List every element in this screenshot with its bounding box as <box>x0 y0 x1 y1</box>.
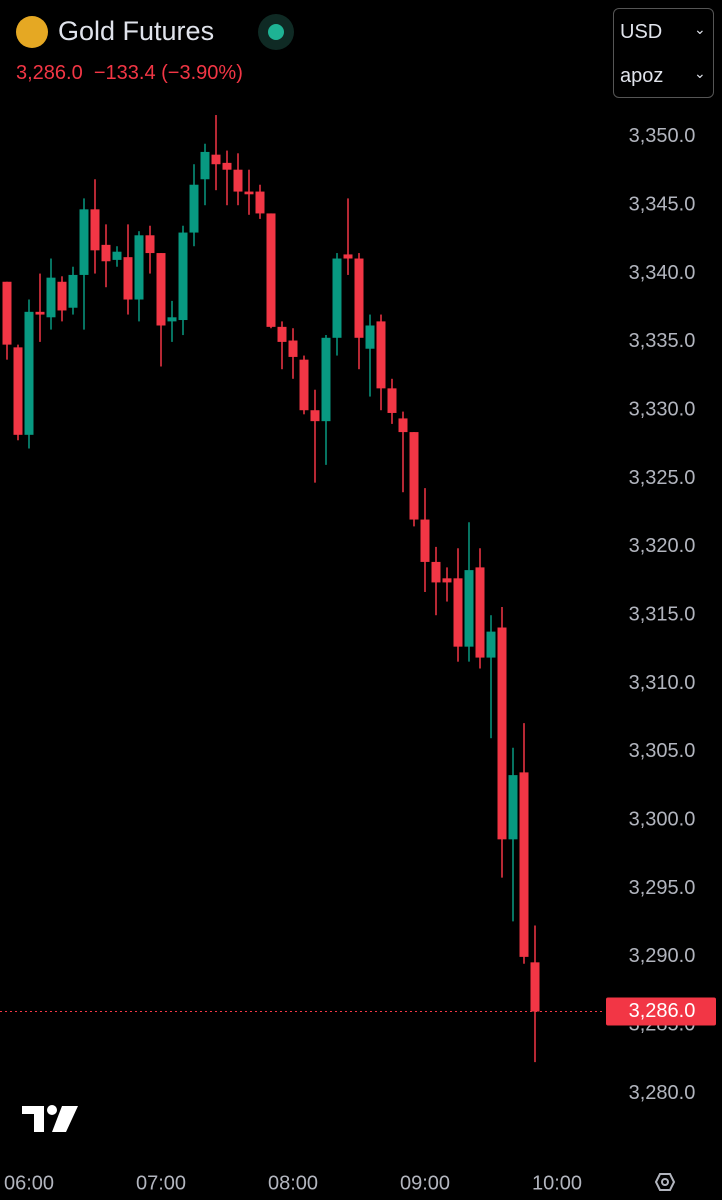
candle-body <box>420 519 430 562</box>
candle-body <box>90 209 100 251</box>
x-tick-label: 06:00 <box>4 1172 54 1194</box>
y-tick-label: 3,345.0 <box>629 194 696 216</box>
candle-body <box>453 578 463 647</box>
gold-logo <box>16 16 48 48</box>
candle-body <box>266 213 276 327</box>
chevron: ⌄ <box>694 21 706 37</box>
y-tick-label: 3,325.0 <box>629 467 696 489</box>
candle-body <box>530 962 540 1012</box>
exchange-select[interactable]: apoz <box>620 65 664 87</box>
candle-body <box>167 317 177 322</box>
price: 3,286.0 <box>16 62 83 84</box>
candle-body <box>244 191 254 195</box>
change: −133.4 (−3.90%) <box>93 62 243 84</box>
candle-body <box>178 232 188 321</box>
y-tick-label: 3,350.0 <box>629 125 696 147</box>
candle-body <box>2 281 12 345</box>
candle-body <box>332 258 342 338</box>
candle-body <box>365 325 375 349</box>
symbol-title: Gold Futures <box>58 16 215 46</box>
y-tick-label: 3,280.0 <box>629 1082 696 1104</box>
y-tick-label: 3,315.0 <box>629 603 696 625</box>
y-tick-label: 3,330.0 <box>629 399 696 421</box>
candle-body <box>464 570 474 647</box>
x-tick-label: 07:00 <box>136 1172 186 1194</box>
last-price-box <box>606 997 716 1026</box>
y-tick-label: 3,335.0 <box>629 330 696 352</box>
y-tick-label: 3,305.0 <box>629 740 696 762</box>
candle-body <box>299 359 309 411</box>
y-tick-label: 3,290.0 <box>629 945 696 967</box>
candle-body <box>101 244 111 262</box>
candle-body <box>211 154 221 165</box>
y-tick-label: 3,320.0 <box>629 535 696 557</box>
selector-box: USD ⌄ apoz ⌄ <box>613 8 714 98</box>
candle-body <box>24 311 34 435</box>
x-tick-label: 09:00 <box>400 1172 450 1194</box>
market-status <box>268 24 284 40</box>
settings-icon[interactable] <box>654 1173 676 1191</box>
y-tick-label: 3,295.0 <box>629 877 696 899</box>
candle-body <box>233 169 243 192</box>
tv-logo <box>22 1105 78 1132</box>
y-tick-label: 3,340.0 <box>629 262 696 284</box>
x-tick-label: 08:00 <box>268 1172 318 1194</box>
candle-body <box>200 151 210 180</box>
candle-body <box>519 772 529 957</box>
candle-body <box>321 337 331 422</box>
price-header: 3,286.0 −133.4 (−3.90%) <box>16 62 243 85</box>
currency-select[interactable]: USD <box>620 21 663 43</box>
candle-body <box>387 388 397 413</box>
candle-body <box>189 184 199 233</box>
y-tick-label: 3,310.0 <box>629 672 696 694</box>
candle-body <box>68 274 78 308</box>
candle-body <box>409 432 419 520</box>
candle-body <box>277 326 287 342</box>
candle-body <box>46 277 56 318</box>
candle-body <box>508 775 518 840</box>
candle-body <box>145 235 155 254</box>
candle-body <box>343 254 353 259</box>
candle-body <box>398 418 408 433</box>
candle-body <box>57 281 67 311</box>
candle-body <box>156 253 166 326</box>
chevron: ⌄ <box>694 65 706 81</box>
candle-body <box>310 410 320 422</box>
candle-body <box>475 567 485 658</box>
candle-body <box>442 578 452 583</box>
candle-body <box>35 311 45 315</box>
candle-body <box>376 321 386 389</box>
candle-body <box>255 191 265 214</box>
x-tick-label: 10:00 <box>532 1172 582 1194</box>
candle-body <box>486 631 496 658</box>
candle-body <box>288 340 298 357</box>
candle-body <box>13 347 23 435</box>
candle-body <box>112 251 122 260</box>
candle-body <box>79 209 89 275</box>
candle-body <box>134 235 144 300</box>
candle-body <box>123 257 133 300</box>
candle-body <box>497 627 507 840</box>
last-price-label: 3,286.0 <box>629 1000 696 1022</box>
candle-body <box>431 561 441 583</box>
candle-body <box>222 162 232 170</box>
candle-body <box>354 258 364 338</box>
y-tick-label: 3,300.0 <box>629 808 696 830</box>
